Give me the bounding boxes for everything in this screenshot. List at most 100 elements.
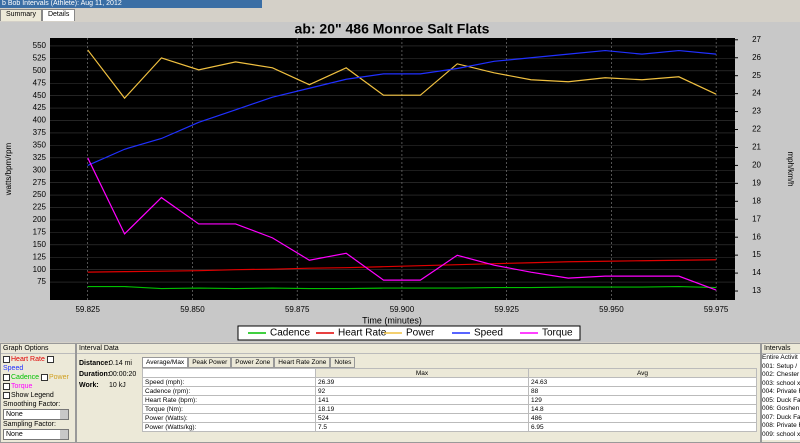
y2-tick-label: 18 (752, 196, 761, 205)
table-cell: Speed (mph): (142, 377, 316, 387)
tab[interactable]: Power Zone (231, 357, 275, 368)
x-tick-label: 59.825 (75, 305, 100, 314)
table-cell: Heart Rate (bpm): (142, 395, 316, 405)
graph-options: Graph Options Heart Rate Speed Cadence P… (0, 343, 76, 443)
table-cell: 7.5 (315, 422, 529, 432)
tab[interactable]: Average/Max (142, 357, 189, 368)
series-line (87, 157, 717, 291)
tab-bar: Summary Details (0, 9, 76, 21)
tab[interactable]: Notes (330, 357, 356, 368)
y-tick-label: 300 (33, 165, 47, 174)
y2-tick-label: 21 (752, 143, 761, 152)
tab[interactable]: Peak Power (188, 357, 232, 368)
y2-tick-label: 19 (752, 178, 761, 187)
intervals: Intervals Entire Activit 001: Setup /002:… (761, 343, 800, 443)
series-line (87, 49, 717, 166)
y-tick-label: 375 (33, 128, 47, 137)
y-axis-label: watts/bpm/rpm (4, 142, 13, 196)
field-list: Distance:0.14 mi Duration:00:00:20 Work: 10… (79, 358, 141, 391)
table-row: Heart Rate (bpm): 141 129 (142, 395, 757, 405)
table-cell: 26.39 (315, 377, 529, 387)
y2-tick-label: 15 (752, 250, 761, 259)
window-title: b Bob Intervals (Athlete): Aug 11, 2012 (0, 0, 262, 8)
panel-header: Intervals (762, 344, 800, 354)
table-cell: 129 (528, 395, 757, 405)
table-cell: 486 (528, 413, 757, 423)
interval-item[interactable]: Entire Activit (762, 354, 798, 361)
interval-item[interactable]: 005: Duck Fa (762, 396, 800, 404)
dropdown[interactable]: None (3, 409, 69, 420)
table-cell: 92 (315, 386, 529, 396)
table-cell: 88 (528, 386, 757, 396)
checkbox-label: Show Legend (11, 392, 54, 399)
legend-label: Speed (474, 328, 503, 339)
x-tick-label: 59.975 (704, 305, 729, 314)
field-row: Duration:00:00:20 (79, 369, 141, 380)
series-line (87, 285, 717, 290)
tab[interactable]: Heart Rate Zone (274, 357, 331, 368)
series-line (87, 259, 717, 273)
table-header: Max Avg (142, 368, 757, 378)
table-cell: Torque (Nm): (142, 404, 316, 414)
table-row: Speed (mph): 26.39 24.63 (142, 377, 757, 387)
table-row: Torque (Nm): 18.19 14.8 (142, 404, 757, 414)
y2-tick-label: 23 (752, 107, 761, 116)
y-tick-label: 125 (33, 252, 47, 261)
interval-item[interactable]: 008: Private F (762, 422, 800, 429)
y-tick-label: 200 (33, 215, 47, 224)
tab[interactable]: Details (41, 9, 76, 21)
interval-item[interactable]: 006: Goshen (762, 405, 800, 412)
field-label: Duration: (79, 371, 111, 378)
y-tick-label: 525 (33, 53, 47, 62)
checkbox-label: Power (48, 374, 69, 381)
interval-item[interactable]: 001: Setup / (762, 362, 798, 370)
y2-tick-label: 14 (752, 268, 761, 277)
tab[interactable]: Summary (0, 9, 42, 21)
checkbox[interactable]: Cadence (3, 373, 39, 381)
interval-data: Interval Data Distance:0.14 mi Duration:0… (76, 343, 761, 443)
checkbox[interactable]: Heart Rate (3, 355, 45, 363)
checkbox-label: Torque (11, 383, 33, 390)
dropdown[interactable]: None (3, 429, 69, 440)
y2-tick-label: 13 (752, 286, 761, 295)
x-tick-label: 59.950 (599, 305, 624, 314)
y-tick-label: 450 (33, 91, 47, 100)
y2-tick-label: 22 (752, 125, 761, 134)
interval-item[interactable]: 007: Duck Fa (762, 413, 800, 421)
y-tick-label: 400 (33, 116, 47, 125)
table-cell: 18.19 (315, 404, 529, 414)
y2-axis-label: mph/km/h (786, 151, 795, 186)
table-row: Cadence (rpm): 92 88 (142, 386, 757, 396)
checkbox[interactable]: Torque (3, 382, 33, 390)
field-label: Distance: (79, 360, 111, 367)
y2-tick-label: 20 (752, 161, 761, 170)
field-value: 0.14 mi (109, 360, 132, 367)
interval-item[interactable]: 009: school x (762, 430, 800, 438)
stats: Average/Max Peak Power Power Zone Heart Rat… (142, 357, 757, 432)
interval-item[interactable]: 004: Private F (762, 388, 800, 395)
table-cell: Power (Watts): (142, 413, 316, 423)
interval-item[interactable]: 002: Chester (762, 371, 800, 378)
y2-tick-label: 24 (752, 89, 761, 98)
checkbox[interactable]: Speed (3, 355, 55, 372)
table-cell: 24.63 (528, 377, 757, 387)
field-label: Sampling Factor: (3, 421, 56, 428)
y-tick-label: 75 (37, 277, 46, 286)
field-label: Work: (79, 382, 99, 389)
table-cell: 524 (315, 413, 529, 423)
panel-header: Interval Data (77, 344, 760, 354)
field-value: 00:00:20 (109, 371, 137, 378)
y-tick-label: 150 (33, 240, 47, 249)
checkbox[interactable]: Show Legend (3, 391, 54, 399)
field-label: Smoothing Factor: (3, 401, 61, 408)
checkbox[interactable]: Power (40, 373, 69, 381)
table-row: Power (Watts): 524 486 (142, 413, 757, 423)
y-tick-label: 425 (33, 103, 47, 112)
field-row: Work: 10 kJ (79, 380, 141, 391)
y2-tick-label: 17 (752, 214, 761, 223)
interval-item[interactable]: 003: school x (762, 379, 800, 387)
y-tick-label: 275 (33, 178, 47, 187)
x-tick-label: 59.875 (285, 305, 310, 314)
y2-tick-label: 26 (752, 53, 761, 62)
